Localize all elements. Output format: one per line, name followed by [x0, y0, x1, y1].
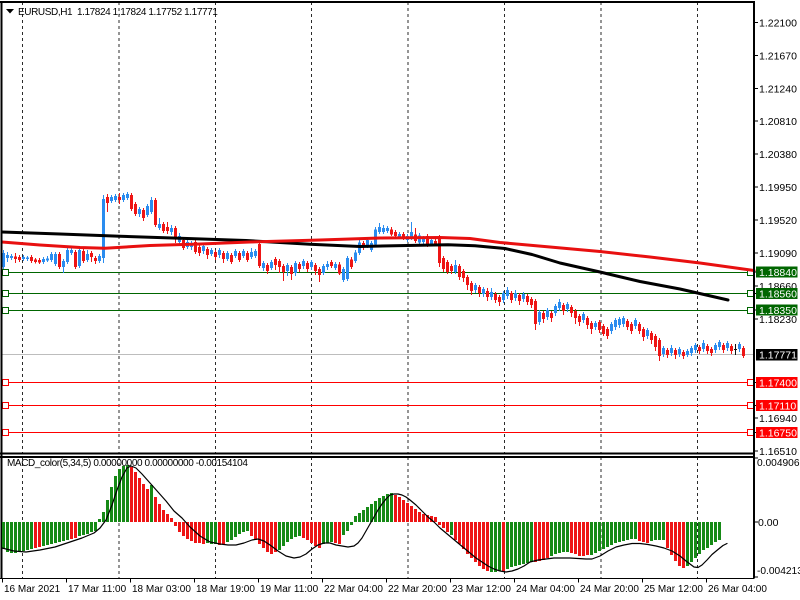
svg-text:19 Mar 11:00: 19 Mar 11:00: [260, 584, 319, 595]
svg-text:22 Mar 04:00: 22 Mar 04:00: [324, 584, 383, 595]
svg-text:17 Mar 11:00: 17 Mar 11:00: [68, 584, 127, 595]
svg-text:24 Mar 20:00: 24 Mar 20:00: [580, 584, 639, 595]
svg-text:1.21240: 1.21240: [759, 83, 797, 95]
svg-text:0.0049067: 0.0049067: [757, 458, 800, 469]
svg-text:1.16940: 1.16940: [759, 413, 797, 425]
svg-text:1.19520: 1.19520: [759, 215, 797, 227]
svg-text:24 Mar 04:00: 24 Mar 04:00: [516, 584, 575, 595]
svg-text:1.18840: 1.18840: [759, 267, 797, 279]
svg-text:1.17110: 1.17110: [759, 401, 796, 413]
svg-text:EURUSD,H1 1.17824 1.17824 1.1: EURUSD,H1 1.17824 1.17824 1.17752 1.1777…: [18, 7, 218, 18]
svg-text:1.21670: 1.21670: [759, 50, 797, 62]
svg-text:1.20810: 1.20810: [759, 116, 797, 128]
svg-text:23 Mar 12:00: 23 Mar 12:00: [452, 584, 511, 595]
svg-text:18 Mar 19:00: 18 Mar 19:00: [196, 584, 255, 595]
svg-text:1.19090: 1.19090: [759, 248, 797, 260]
svg-text:1.18560: 1.18560: [759, 289, 797, 301]
svg-text:1.17400: 1.17400: [759, 378, 797, 390]
svg-text:1.19950: 1.19950: [759, 182, 797, 194]
svg-text:0.00: 0.00: [758, 517, 779, 529]
svg-text:26 Mar 04:00: 26 Mar 04:00: [708, 584, 767, 595]
svg-text:1.22100: 1.22100: [759, 17, 797, 29]
svg-text:1.18350: 1.18350: [759, 305, 797, 317]
svg-text:1.20380: 1.20380: [759, 149, 797, 161]
svg-text:1.16510: 1.16510: [759, 446, 797, 458]
svg-text:22 Mar 20:00: 22 Mar 20:00: [388, 584, 447, 595]
svg-text:1.16750: 1.16750: [759, 428, 797, 440]
svg-text:25 Mar 12:00: 25 Mar 12:00: [644, 584, 703, 595]
svg-text:16 Mar 2021: 16 Mar 2021: [4, 584, 61, 595]
svg-text:-0.0042139: -0.0042139: [757, 566, 800, 577]
svg-text:1.18230: 1.18230: [759, 314, 797, 326]
svg-text:1.17771: 1.17771: [759, 350, 797, 362]
svg-text:18 Mar 03:00: 18 Mar 03:00: [132, 584, 191, 595]
svg-text:MACD_color(5,34,5) 0.00000000: MACD_color(5,34,5) 0.00000000 0.00000000…: [7, 458, 248, 469]
